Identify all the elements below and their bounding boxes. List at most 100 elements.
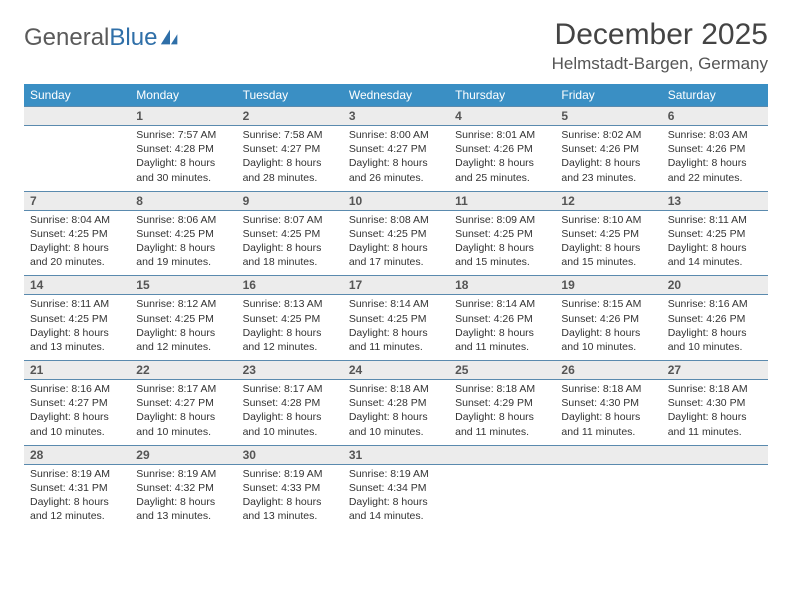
daylight-text: Daylight: 8 hours and 20 minutes.: [30, 241, 124, 269]
day-cell: Sunrise: 8:01 AMSunset: 4:26 PMDaylight:…: [449, 126, 555, 192]
day-cell: Sunrise: 8:13 AMSunset: 4:25 PMDaylight:…: [237, 295, 343, 361]
day-cell: Sunrise: 8:18 AMSunset: 4:28 PMDaylight:…: [343, 380, 449, 446]
day-info-row: Sunrise: 8:19 AMSunset: 4:31 PMDaylight:…: [24, 464, 768, 529]
sunset-text: Sunset: 4:30 PM: [561, 396, 655, 410]
sunset-text: Sunset: 4:27 PM: [349, 142, 443, 156]
sunset-text: Sunset: 4:25 PM: [243, 227, 337, 241]
day-number: 14: [24, 276, 130, 295]
sunrise-text: Sunrise: 8:06 AM: [136, 213, 230, 227]
day-number: 2: [237, 107, 343, 126]
day-number: [662, 445, 768, 464]
day-info-row: Sunrise: 8:16 AMSunset: 4:27 PMDaylight:…: [24, 380, 768, 446]
day-cell: Sunrise: 8:16 AMSunset: 4:26 PMDaylight:…: [662, 295, 768, 361]
daylight-text: Daylight: 8 hours and 12 minutes.: [30, 495, 124, 523]
daylight-text: Daylight: 8 hours and 12 minutes.: [243, 326, 337, 354]
daylight-text: Daylight: 8 hours and 12 minutes.: [136, 326, 230, 354]
day-number: 5: [555, 107, 661, 126]
weekday-header: Monday: [130, 84, 236, 107]
weekday-header: Saturday: [662, 84, 768, 107]
day-cell: [662, 464, 768, 529]
day-cell: Sunrise: 7:58 AMSunset: 4:27 PMDaylight:…: [237, 126, 343, 192]
day-number: 22: [130, 361, 236, 380]
day-number: 10: [343, 191, 449, 210]
day-info-row: Sunrise: 8:04 AMSunset: 4:25 PMDaylight:…: [24, 210, 768, 276]
sunrise-text: Sunrise: 8:19 AM: [136, 467, 230, 481]
sunset-text: Sunset: 4:27 PM: [136, 396, 230, 410]
day-number: 11: [449, 191, 555, 210]
daylight-text: Daylight: 8 hours and 14 minutes.: [349, 495, 443, 523]
day-number: 23: [237, 361, 343, 380]
sunrise-text: Sunrise: 8:14 AM: [349, 297, 443, 311]
sunrise-text: Sunrise: 8:17 AM: [243, 382, 337, 396]
sunset-text: Sunset: 4:25 PM: [243, 312, 337, 326]
sunrise-text: Sunrise: 8:14 AM: [455, 297, 549, 311]
daylight-text: Daylight: 8 hours and 11 minutes.: [561, 410, 655, 438]
day-number: 16: [237, 276, 343, 295]
weekday-header: Thursday: [449, 84, 555, 107]
day-cell: Sunrise: 8:06 AMSunset: 4:25 PMDaylight:…: [130, 210, 236, 276]
day-cell: Sunrise: 8:18 AMSunset: 4:30 PMDaylight:…: [555, 380, 661, 446]
brand-blue: Blue: [109, 24, 157, 51]
sunrise-text: Sunrise: 8:16 AM: [668, 297, 762, 311]
day-cell: Sunrise: 8:14 AMSunset: 4:26 PMDaylight:…: [449, 295, 555, 361]
daylight-text: Daylight: 8 hours and 22 minutes.: [668, 156, 762, 184]
daylight-text: Daylight: 8 hours and 11 minutes.: [455, 326, 549, 354]
day-number: 4: [449, 107, 555, 126]
day-number-row: 14151617181920: [24, 276, 768, 295]
day-number: 20: [662, 276, 768, 295]
day-info-row: Sunrise: 7:57 AMSunset: 4:28 PMDaylight:…: [24, 126, 768, 192]
daylight-text: Daylight: 8 hours and 10 minutes.: [668, 326, 762, 354]
sunset-text: Sunset: 4:27 PM: [30, 396, 124, 410]
daylight-text: Daylight: 8 hours and 30 minutes.: [136, 156, 230, 184]
day-cell: Sunrise: 8:17 AMSunset: 4:27 PMDaylight:…: [130, 380, 236, 446]
page-header: GeneralBlue December 2025 Helmstadt-Barg…: [24, 18, 768, 74]
weekday-header: Wednesday: [343, 84, 449, 107]
day-number-row: 78910111213: [24, 191, 768, 210]
sunset-text: Sunset: 4:25 PM: [561, 227, 655, 241]
day-cell: Sunrise: 8:12 AMSunset: 4:25 PMDaylight:…: [130, 295, 236, 361]
sunset-text: Sunset: 4:25 PM: [349, 312, 443, 326]
day-number: 31: [343, 445, 449, 464]
daylight-text: Daylight: 8 hours and 10 minutes.: [136, 410, 230, 438]
daylight-text: Daylight: 8 hours and 15 minutes.: [561, 241, 655, 269]
daylight-text: Daylight: 8 hours and 28 minutes.: [243, 156, 337, 184]
sunset-text: Sunset: 4:25 PM: [30, 227, 124, 241]
sunset-text: Sunset: 4:33 PM: [243, 481, 337, 495]
sunset-text: Sunset: 4:26 PM: [561, 142, 655, 156]
day-number: 28: [24, 445, 130, 464]
sunrise-text: Sunrise: 8:02 AM: [561, 128, 655, 142]
day-cell: Sunrise: 8:09 AMSunset: 4:25 PMDaylight:…: [449, 210, 555, 276]
daylight-text: Daylight: 8 hours and 11 minutes.: [349, 326, 443, 354]
day-number: 3: [343, 107, 449, 126]
day-number: 6: [662, 107, 768, 126]
day-cell: Sunrise: 8:11 AMSunset: 4:25 PMDaylight:…: [662, 210, 768, 276]
day-number: 25: [449, 361, 555, 380]
day-cell: Sunrise: 8:00 AMSunset: 4:27 PMDaylight:…: [343, 126, 449, 192]
sail-icon: [159, 27, 181, 47]
daylight-text: Daylight: 8 hours and 13 minutes.: [30, 326, 124, 354]
day-cell: Sunrise: 8:18 AMSunset: 4:30 PMDaylight:…: [662, 380, 768, 446]
sunset-text: Sunset: 4:25 PM: [668, 227, 762, 241]
day-cell: Sunrise: 8:19 AMSunset: 4:31 PMDaylight:…: [24, 464, 130, 529]
weekday-header-row: Sunday Monday Tuesday Wednesday Thursday…: [24, 84, 768, 107]
daylight-text: Daylight: 8 hours and 10 minutes.: [243, 410, 337, 438]
sunrise-text: Sunrise: 8:18 AM: [455, 382, 549, 396]
sunrise-text: Sunrise: 7:57 AM: [136, 128, 230, 142]
sunset-text: Sunset: 4:28 PM: [243, 396, 337, 410]
sunrise-text: Sunrise: 8:04 AM: [30, 213, 124, 227]
day-cell: Sunrise: 8:17 AMSunset: 4:28 PMDaylight:…: [237, 380, 343, 446]
sunset-text: Sunset: 4:27 PM: [243, 142, 337, 156]
brand-logo: GeneralBlue: [24, 24, 181, 52]
brand-name: GeneralBlue: [24, 24, 157, 52]
sunrise-text: Sunrise: 8:16 AM: [30, 382, 124, 396]
sunrise-text: Sunrise: 8:17 AM: [136, 382, 230, 396]
location-label: Helmstadt-Bargen, Germany: [552, 54, 768, 74]
weekday-header: Sunday: [24, 84, 130, 107]
sunset-text: Sunset: 4:25 PM: [30, 312, 124, 326]
sunset-text: Sunset: 4:26 PM: [455, 142, 549, 156]
sunset-text: Sunset: 4:25 PM: [349, 227, 443, 241]
daylight-text: Daylight: 8 hours and 19 minutes.: [136, 241, 230, 269]
sunrise-text: Sunrise: 7:58 AM: [243, 128, 337, 142]
sunrise-text: Sunrise: 8:10 AM: [561, 213, 655, 227]
sunset-text: Sunset: 4:26 PM: [668, 142, 762, 156]
